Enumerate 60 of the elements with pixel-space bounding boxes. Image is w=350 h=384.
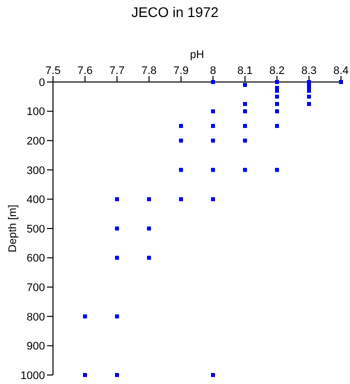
- y-tick-label: 1000: [20, 370, 45, 382]
- point: [115, 256, 119, 260]
- y-tick-label: 700: [26, 282, 45, 294]
- point: [211, 168, 215, 172]
- point: [307, 94, 311, 99]
- point: [243, 109, 247, 114]
- point: [115, 373, 119, 377]
- point: [83, 314, 87, 318]
- y-tick-label: 500: [26, 223, 45, 236]
- point: [179, 197, 183, 202]
- x-axis-title: pH: [190, 48, 204, 61]
- point: [211, 124, 215, 128]
- x-tick-label: 7.6: [77, 65, 93, 77]
- y-tick-label: 300: [26, 164, 45, 177]
- y-tick-label: 800: [26, 311, 45, 324]
- x-tick-label: 7.9: [173, 65, 189, 77]
- point: [179, 124, 183, 128]
- y-tick-label: 200: [26, 136, 45, 148]
- y-axis-title: Depth [m]: [6, 204, 19, 252]
- point: [243, 138, 247, 143]
- point: [147, 226, 151, 230]
- point: [275, 124, 279, 128]
- point: [115, 197, 119, 202]
- point: [211, 138, 215, 143]
- y-tick-label: 100: [26, 106, 45, 118]
- point: [211, 109, 215, 114]
- point: [211, 373, 215, 377]
- point: [275, 168, 279, 172]
- x-tick-label: 7.7: [109, 65, 125, 77]
- point: [243, 168, 247, 172]
- point: [83, 373, 87, 377]
- point: [179, 168, 183, 172]
- point: [115, 226, 119, 230]
- point: [275, 94, 279, 99]
- point: [243, 102, 247, 106]
- point: [147, 197, 151, 202]
- x-tick-label: 7.8: [141, 65, 157, 77]
- chart-title: JECO in 1972: [130, 4, 220, 20]
- point: [147, 256, 151, 260]
- point: [275, 109, 279, 114]
- y-tick-label: 600: [26, 252, 45, 265]
- y-tick-label: 900: [26, 340, 45, 353]
- y-tick-label: 0: [38, 76, 45, 89]
- x-tick-label: 8.4: [333, 65, 349, 77]
- x-tick-label: 8: [210, 65, 216, 77]
- x-tick-label: 8.3: [301, 65, 317, 77]
- point: [179, 138, 183, 143]
- point: [243, 124, 247, 128]
- point: [243, 82, 247, 87]
- point: [275, 80, 279, 84]
- x-tick-label: 8.1: [237, 65, 253, 77]
- point: [211, 197, 215, 202]
- point: [211, 80, 215, 84]
- point: [307, 102, 311, 106]
- point: [115, 314, 119, 318]
- x-tick-label: 8.2: [269, 65, 285, 77]
- point: [339, 80, 343, 84]
- x-tick-label: 7.5: [45, 65, 61, 77]
- y-tick-label: 400: [26, 194, 45, 206]
- point: [275, 102, 279, 106]
